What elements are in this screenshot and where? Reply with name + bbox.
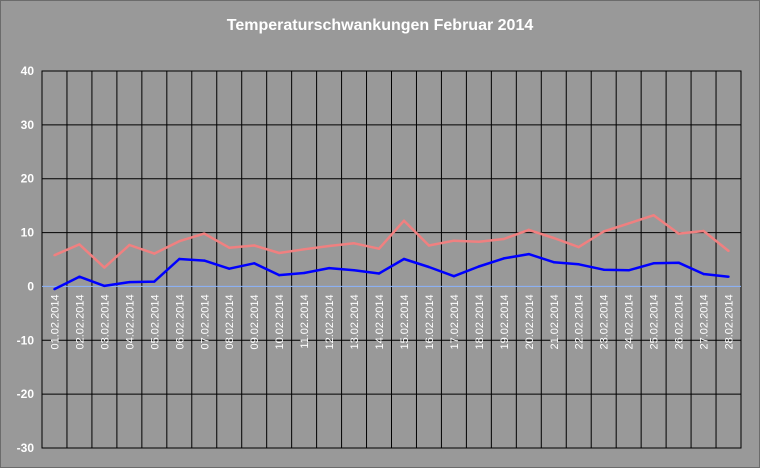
data-point xyxy=(477,240,481,243)
y-tick-label: 30 xyxy=(21,118,35,132)
data-point xyxy=(178,239,181,243)
data-point xyxy=(602,268,605,271)
data-point xyxy=(103,266,106,269)
x-tick-label: 23.02.2014 xyxy=(599,294,611,349)
data-point xyxy=(402,219,406,222)
x-tick-label: 09.02.2014 xyxy=(249,294,261,349)
data-point xyxy=(228,246,231,249)
data-point xyxy=(402,257,406,261)
data-point xyxy=(203,232,206,235)
data-point xyxy=(327,266,331,270)
x-tick-label: 28.02.2014 xyxy=(724,294,736,349)
y-tick-label: -10 xyxy=(17,333,35,347)
data-point xyxy=(252,244,256,247)
x-tick-label: 13.02.2014 xyxy=(349,294,361,349)
x-tick-label: 01.02.2014 xyxy=(49,294,61,349)
x-tick-label: 24.02.2014 xyxy=(624,294,636,349)
x-tick-label: 05.02.2014 xyxy=(149,294,161,349)
data-point xyxy=(178,257,181,261)
y-tick-label: 0 xyxy=(27,279,34,293)
data-point xyxy=(128,243,131,247)
x-tick-label: 08.02.2014 xyxy=(224,294,236,349)
data-point xyxy=(277,273,281,277)
data-point xyxy=(103,284,106,288)
data-point xyxy=(477,265,481,268)
x-tick-label: 06.02.2014 xyxy=(174,294,186,349)
data-point xyxy=(327,244,331,248)
data-point xyxy=(527,252,531,256)
data-point xyxy=(627,222,630,225)
x-tick-label: 15.02.2014 xyxy=(399,294,411,349)
data-point xyxy=(53,253,56,257)
data-point xyxy=(602,230,605,233)
data-point xyxy=(153,252,156,255)
data-point xyxy=(352,242,356,245)
data-point xyxy=(78,275,81,278)
data-point xyxy=(228,267,231,270)
data-point xyxy=(627,269,630,272)
x-tick-label: 25.02.2014 xyxy=(649,294,661,349)
x-tick-label: 04.02.2014 xyxy=(124,294,136,349)
data-point xyxy=(377,247,381,250)
x-tick-label: 27.02.2014 xyxy=(699,294,711,349)
data-point xyxy=(552,236,555,240)
data-point xyxy=(577,263,580,266)
y-tick-label: -20 xyxy=(17,387,35,401)
x-tick-label: 18.02.2014 xyxy=(474,294,486,349)
data-point xyxy=(577,245,580,249)
x-tick-label: 16.02.2014 xyxy=(424,294,436,349)
series-line-min xyxy=(53,252,729,291)
x-tick-label: 11.02.2014 xyxy=(299,294,311,348)
data-point xyxy=(702,272,705,276)
data-point xyxy=(702,229,705,233)
data-point xyxy=(203,259,206,262)
data-point xyxy=(727,275,730,278)
data-point xyxy=(352,269,356,272)
series-line-max xyxy=(54,214,730,269)
x-tick-label: 12.02.2014 xyxy=(324,294,336,349)
x-tick-label: 20.02.2014 xyxy=(524,294,536,349)
x-tick-label: 02.02.2014 xyxy=(74,294,86,349)
data-point xyxy=(527,228,531,232)
data-point xyxy=(502,257,506,260)
x-tick-label: 14.02.2014 xyxy=(374,294,386,349)
y-tick-label: 40 xyxy=(21,64,35,78)
data-point xyxy=(727,249,730,253)
x-tick-label: 03.02.2014 xyxy=(99,294,111,349)
x-tick-label: 17.02.2014 xyxy=(449,294,461,349)
data-point xyxy=(652,262,655,265)
data-point xyxy=(252,262,256,265)
data-point xyxy=(452,274,456,278)
data-point xyxy=(677,232,680,235)
y-tick-label: 10 xyxy=(21,226,35,240)
x-tick-label: 10.02.2014 xyxy=(274,294,286,349)
data-point xyxy=(427,244,431,247)
data-point xyxy=(427,265,431,269)
data-point xyxy=(277,251,281,255)
data-point xyxy=(153,280,156,283)
y-tick-label: -30 xyxy=(17,441,35,455)
x-tick-label: 19.02.2014 xyxy=(499,294,511,349)
x-tick-label: 22.02.2014 xyxy=(574,294,586,349)
x-tick-label: 07.02.2014 xyxy=(199,294,211,349)
data-point xyxy=(652,214,655,217)
data-point xyxy=(302,271,306,275)
data-point xyxy=(53,287,56,291)
data-point xyxy=(502,237,506,241)
data-point xyxy=(302,248,306,251)
x-tick-label: 21.02.2014 xyxy=(549,294,561,349)
x-tick-label: 26.02.2014 xyxy=(674,294,686,349)
chart-title: Temperaturschwankungen Februar 2014 xyxy=(226,17,534,34)
data-point xyxy=(677,261,680,264)
y-tick-label: 20 xyxy=(21,172,35,186)
data-point xyxy=(128,280,131,284)
data-point xyxy=(78,243,81,246)
data-point xyxy=(377,272,381,275)
data-point xyxy=(452,239,456,242)
data-point xyxy=(552,260,555,264)
